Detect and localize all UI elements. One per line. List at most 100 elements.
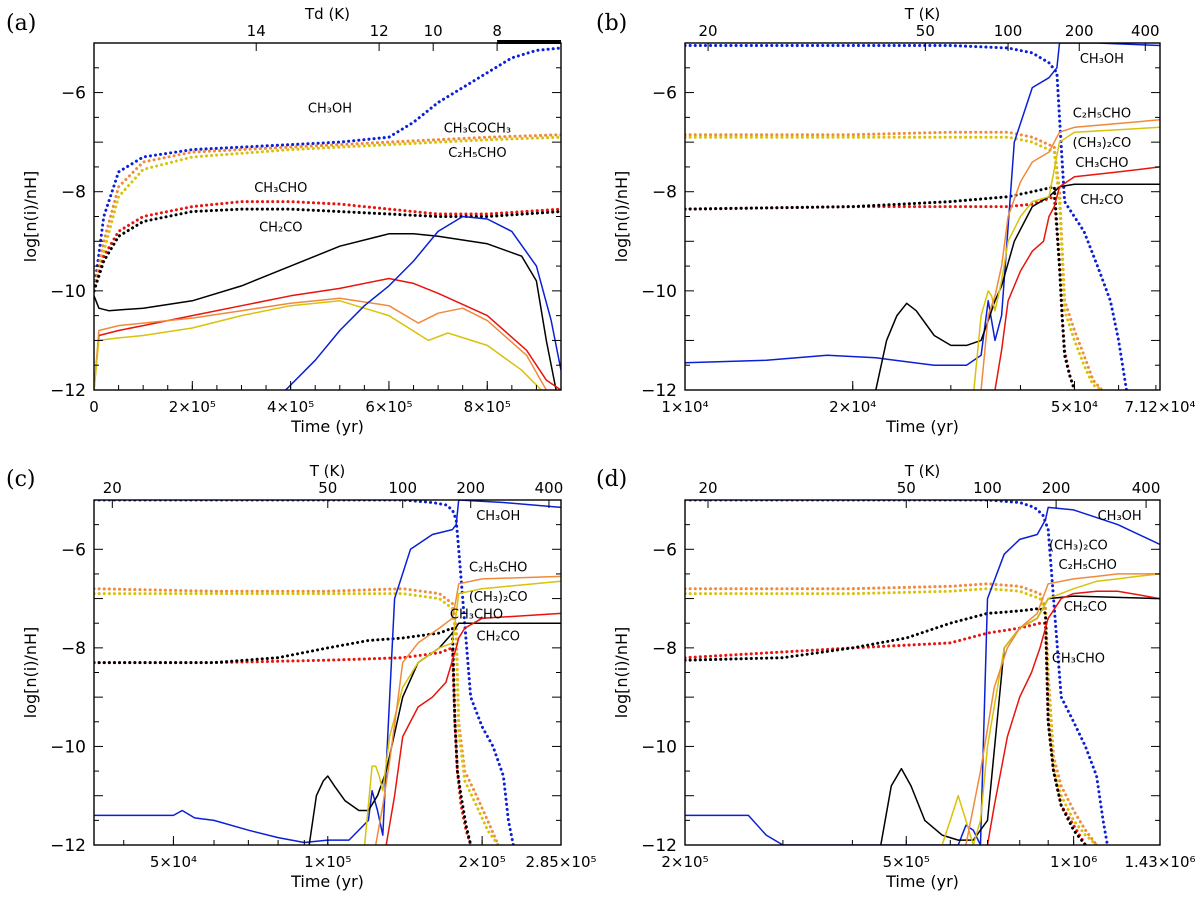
series-CH3CHO-solid [94, 277, 561, 390]
top-tick-label: 50 [897, 479, 916, 497]
x-tick-label: 2×10⁵ [169, 398, 216, 416]
y-tick-label: −10 [641, 737, 677, 757]
series-CH3CHO-dotted [685, 621, 1087, 845]
panel-0: −12 −10 −8 −6 0 2×10⁵ 4×10⁵ 6×10⁵ 8×10⁵ 14 12 10 8 Td… [6, 5, 562, 436]
top-tick-label: 100 [973, 479, 1002, 497]
series-CH3COCH3-dotted [94, 133, 561, 293]
x-tick-label: 2×10⁵ [661, 853, 708, 871]
series-CH3COCH3-solid [980, 119, 1160, 390]
species-label: C₂H₅CHO [448, 146, 506, 161]
series-CH3OH-dotted [94, 46, 561, 293]
y-tick-label: −12 [50, 381, 86, 401]
y-tick-label: −8 [61, 183, 86, 203]
top-tick-label: 200 [1042, 479, 1071, 497]
top-axis-label: T (K) [309, 462, 345, 480]
series-C2H5CHO-dotted [94, 592, 500, 845]
top-tick-label: 50 [916, 22, 935, 40]
y-tick-label: −6 [652, 84, 677, 104]
series-CH3COCH3-dotted [685, 130, 1104, 390]
y-axis-label: log[n(i)/nH] [612, 627, 631, 719]
y-tick-label: −12 [50, 836, 86, 856]
series-group [685, 500, 1160, 845]
top-axis-label: Td (K) [304, 5, 350, 23]
y-tick-label: −8 [652, 183, 677, 203]
series-C2H5CHO-dotted [685, 135, 1104, 390]
x-tick-label: 7.12×10⁴ [1124, 398, 1195, 416]
y-tick-label: −10 [50, 737, 86, 757]
top-axis-label: T (K) [904, 5, 940, 23]
x-tick-label: 2×10⁴ [829, 398, 876, 416]
panel-letter: (d) [596, 467, 627, 492]
species-label: CH₃CHO [254, 181, 307, 196]
x-axis-label: Time (yr) [885, 417, 959, 436]
plot-frame [684, 42, 1161, 391]
y-tick-label: −10 [50, 282, 86, 302]
series-CH3CHO-solid [385, 612, 561, 845]
x-tick-label: 4×10⁵ [267, 398, 314, 416]
series-group [685, 43, 1160, 390]
species-label: (CH₃)₂CO [1049, 538, 1108, 553]
top-tick-label: 400 [535, 479, 564, 497]
top-tick-label: 12 [370, 22, 389, 40]
x-tick-label: 6×10⁵ [365, 398, 412, 416]
series-C2H5CHO-dotted [685, 587, 1099, 845]
series-CH3CHO-dotted [94, 200, 561, 293]
y-axis-label: log[n(i)/nH] [21, 171, 40, 263]
species-label: C₂H₅CHO [1059, 558, 1117, 573]
species-label: C₂H₅CHO [469, 561, 527, 576]
x-tick-label: 2×10⁵ [459, 853, 506, 871]
series-CH3COCH3-solid [374, 575, 561, 845]
species-label: (CH₃)₂CO [1073, 136, 1132, 151]
y-tick-label: −10 [641, 282, 677, 302]
series-CH3COCH3-solid [94, 297, 547, 390]
top-tick-label: 400 [1131, 22, 1160, 40]
x-tick-label: 0 [89, 398, 99, 416]
y-tick-label: −6 [61, 84, 86, 104]
y-tick-label: −8 [61, 639, 86, 659]
top-tick-label: 20 [103, 479, 122, 497]
top-tick-label: 20 [698, 479, 717, 497]
series-CH3COCH3-solid [965, 573, 1160, 845]
species-label: CH₂CO [477, 630, 520, 645]
species-label: CH₂CO [259, 220, 302, 235]
panel-2: −12 −10 −8 −6 5×10⁴ 1×10⁵ 2×10⁵ 2.85×10⁵ 20 50 100… [6, 462, 597, 891]
series-CH3OH-dotted [685, 500, 1109, 845]
species-label: CH₃CHO [450, 607, 503, 622]
x-axis-label: Time (yr) [290, 872, 364, 891]
y-axis-label: log[n(i)/nH] [21, 627, 40, 719]
x-tick-label: 1.43×10⁶ [1124, 853, 1195, 871]
x-tick-label: 1×10⁵ [304, 853, 351, 871]
top-axis-label: T (K) [904, 462, 940, 480]
top-tick-label: 100 [388, 479, 417, 497]
series-C2H5CHO-solid [363, 580, 561, 845]
series-CH3OH-dotted [94, 500, 515, 845]
x-tick-label: 5×10⁴ [150, 853, 197, 871]
series-CH2CO-solid [875, 183, 1160, 390]
y-tick-label: −12 [641, 381, 677, 401]
x-tick-label: 1×10⁶ [1050, 853, 1097, 871]
panel-letter: (a) [6, 11, 36, 36]
y-axis-label: log[n(i)/nH] [612, 171, 631, 263]
y-tick-label: −6 [652, 540, 677, 560]
series-CH3OH-solid [285, 215, 561, 390]
series-CH2CO-solid [308, 622, 561, 845]
x-axis-label: Time (yr) [885, 872, 959, 891]
top-axis-bar [497, 40, 561, 44]
series-CH3COCH3-dotted [685, 582, 1099, 845]
top-tick-label: 50 [318, 479, 337, 497]
x-tick-label: 5×10⁴ [1051, 398, 1098, 416]
series-CH3OH-solid [685, 43, 1160, 366]
series-group [94, 500, 561, 845]
series-CH3CHO-solid [986, 590, 1160, 845]
series-C2H5CHO-solid [973, 126, 1160, 390]
series-CH3CHO-dotted [685, 195, 1076, 390]
y-tick-label: −8 [652, 639, 677, 659]
series-CH2CO-dotted [94, 626, 473, 845]
species-label: CH₃OH [308, 101, 352, 116]
species-label: CH₃OH [1080, 52, 1124, 67]
top-tick-label: 100 [994, 22, 1023, 40]
species-label: CH₃OH [476, 509, 520, 524]
plot-frame [93, 499, 562, 846]
series-CH3OH-dotted [685, 44, 1128, 390]
